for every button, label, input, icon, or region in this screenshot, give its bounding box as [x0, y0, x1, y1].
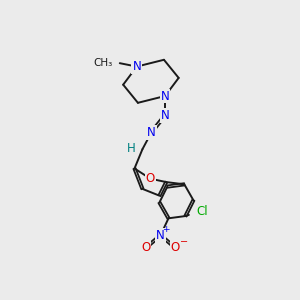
- Text: N: N: [132, 60, 141, 73]
- Text: −: −: [180, 237, 188, 247]
- Text: CH₃: CH₃: [94, 58, 113, 68]
- Text: N: N: [161, 89, 170, 103]
- Text: N: N: [147, 126, 156, 139]
- Text: N: N: [161, 109, 170, 122]
- Text: H: H: [127, 142, 136, 154]
- Text: +: +: [163, 225, 170, 234]
- Text: O: O: [171, 241, 180, 254]
- Text: Cl: Cl: [197, 205, 208, 218]
- Text: N: N: [156, 229, 165, 242]
- Text: O: O: [141, 241, 150, 254]
- Text: O: O: [146, 172, 155, 185]
